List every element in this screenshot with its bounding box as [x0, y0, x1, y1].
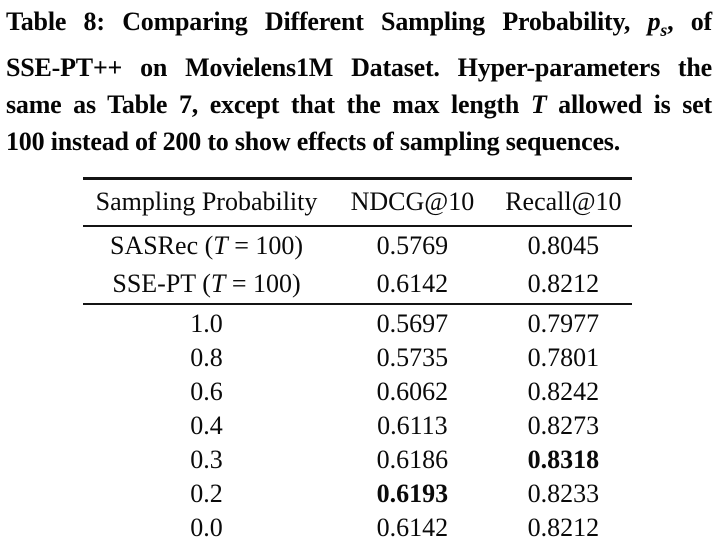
sampling-row: 0.4 0.6113 0.8273: [83, 409, 632, 443]
ndcg-value-cell: 0.6142: [376, 269, 449, 299]
model-label-cell: SSE-PT (T = 100): [83, 265, 330, 304]
recall-value-cell: 0.8233: [527, 479, 600, 509]
recall-value-cell: 0.8318: [527, 445, 600, 475]
math-var-p: p: [647, 7, 661, 36]
sampling-row: 1.0 0.5697 0.7977: [83, 304, 632, 341]
math-sub-s: s: [660, 20, 668, 41]
sampling-row: 0.6 0.6062 0.8242: [83, 375, 632, 409]
sampling-probability-cell: 0.6: [190, 377, 223, 407]
caption-text: , of: [667, 7, 712, 36]
recall-value-cell: 0.8212: [527, 269, 600, 299]
baseline-rows-section: SASRec (T = 100) 0.5769 0.8045 SSE-PT (T = …: [83, 226, 632, 305]
caption-line-4: 100 instead of 200 to show effects of sa…: [6, 123, 712, 160]
recall-value-cell: 0.8212: [527, 513, 600, 542]
math-var-T: T: [530, 90, 547, 120]
math-var-T: T: [213, 231, 228, 261]
results-table: Sampling Probability NDCG@10 Recall@10 S…: [83, 177, 632, 542]
caption-line-1: Table 8: Comparing Different Sampling Pr…: [6, 3, 712, 49]
sampling-probability-cell: 0.8: [190, 343, 223, 373]
baseline-row: SASRec (T = 100) 0.5769 0.8045: [83, 226, 632, 265]
recall-value-cell: 0.8242: [527, 377, 600, 407]
ndcg-value-cell: 0.5697: [376, 309, 449, 339]
sampling-row: 0.8 0.5735 0.7801: [83, 341, 632, 375]
ndcg-value-cell: 0.6142: [376, 513, 449, 542]
caption-text: 100 instead of 200 to show effects of sa…: [6, 127, 621, 157]
ndcg-value-cell: 0.6186: [376, 445, 449, 475]
col-header-recall10: Recall@10: [505, 187, 622, 217]
sampling-probability-cell: 0.3: [190, 445, 223, 475]
model-label-text: SSE-PT (: [112, 269, 211, 299]
col-header-ndcg10: NDCG@10: [350, 187, 475, 217]
caption-line-2: SSE-PT++ on Movielens1M Dataset. Hyper-p…: [6, 49, 712, 86]
sampling-probability-cell: 1.0: [190, 309, 223, 339]
caption-text: same as Table 7, except that the max len…: [6, 90, 531, 120]
math-var-T: T: [210, 269, 226, 299]
sampling-probability-cell: 0.2: [190, 479, 223, 509]
ndcg-value-cell: 0.6193: [376, 479, 449, 509]
recall-value-cell: 0.8045: [527, 231, 600, 261]
model-label-text: = 100): [225, 269, 301, 299]
table-header: Sampling Probability NDCG@10 Recall@10: [83, 179, 632, 227]
caption-text: allowed is set: [546, 90, 712, 120]
header-row: Sampling Probability NDCG@10 Recall@10: [83, 179, 632, 227]
ndcg-value-cell: 0.6113: [377, 411, 448, 441]
model-label-text: = 100): [227, 231, 304, 261]
sampling-row: 0.0 0.6142 0.8212: [83, 511, 632, 542]
model-label-text: SASRec (: [109, 231, 214, 261]
ndcg-value-cell: 0.6062: [376, 377, 449, 407]
model-label-cell: SASRec (T = 100): [83, 226, 330, 265]
sampling-row: 0.2 0.6193 0.8233: [83, 477, 632, 511]
col-header-sampling-probability: Sampling Probability: [95, 187, 318, 217]
caption-text: SSE-PT++ on Movielens1M Dataset. Hyper-p…: [6, 53, 712, 83]
caption-line-3: same as Table 7, except that the max len…: [6, 86, 712, 123]
sampling-probability-cell: 0.0: [190, 513, 223, 542]
sampling-probability-cell: 0.4: [190, 411, 223, 441]
sampling-rows-section: 1.0 0.5697 0.7977 0.8 0.5735 0.7801 0.6 0.6062 0…: [83, 304, 632, 542]
ndcg-value-cell: 0.5735: [376, 343, 449, 373]
table-caption: Table 8: Comparing Different Sampling Pr…: [6, 3, 712, 160]
sampling-row: 0.3 0.6186 0.8318: [83, 443, 632, 477]
caption-text: Table 8: Comparing Different Sampling Pr…: [6, 7, 648, 36]
recall-value-cell: 0.7977: [527, 309, 600, 339]
recall-value-cell: 0.8273: [527, 411, 600, 441]
baseline-row: SSE-PT (T = 100) 0.6142 0.8212: [83, 265, 632, 304]
ndcg-value-cell: 0.5769: [376, 231, 449, 261]
recall-value-cell: 0.7801: [527, 343, 600, 373]
